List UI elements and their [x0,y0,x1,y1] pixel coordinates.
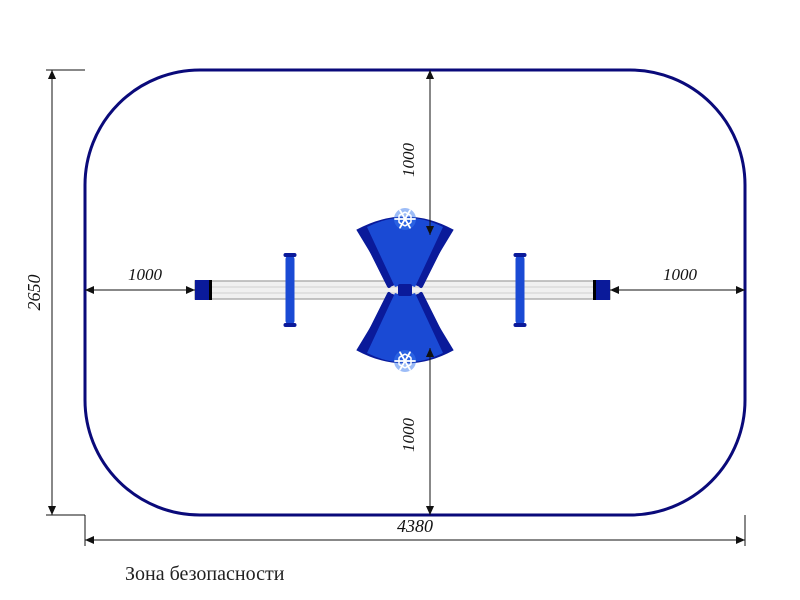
dimension-label: 2650 [24,275,44,311]
dimension-label: 1000 [399,143,418,178]
dimension-label: 4380 [397,516,433,536]
dimension-label: 1000 [128,265,163,284]
beam-end-cap [195,280,209,300]
dimension-label: 1000 [663,265,698,284]
handle-bar [516,256,525,324]
dimension-label: 1000 [399,418,418,453]
beam-end-cap [596,280,610,300]
caption: Зона безопасности [125,563,285,585]
handle-bar [286,256,295,324]
